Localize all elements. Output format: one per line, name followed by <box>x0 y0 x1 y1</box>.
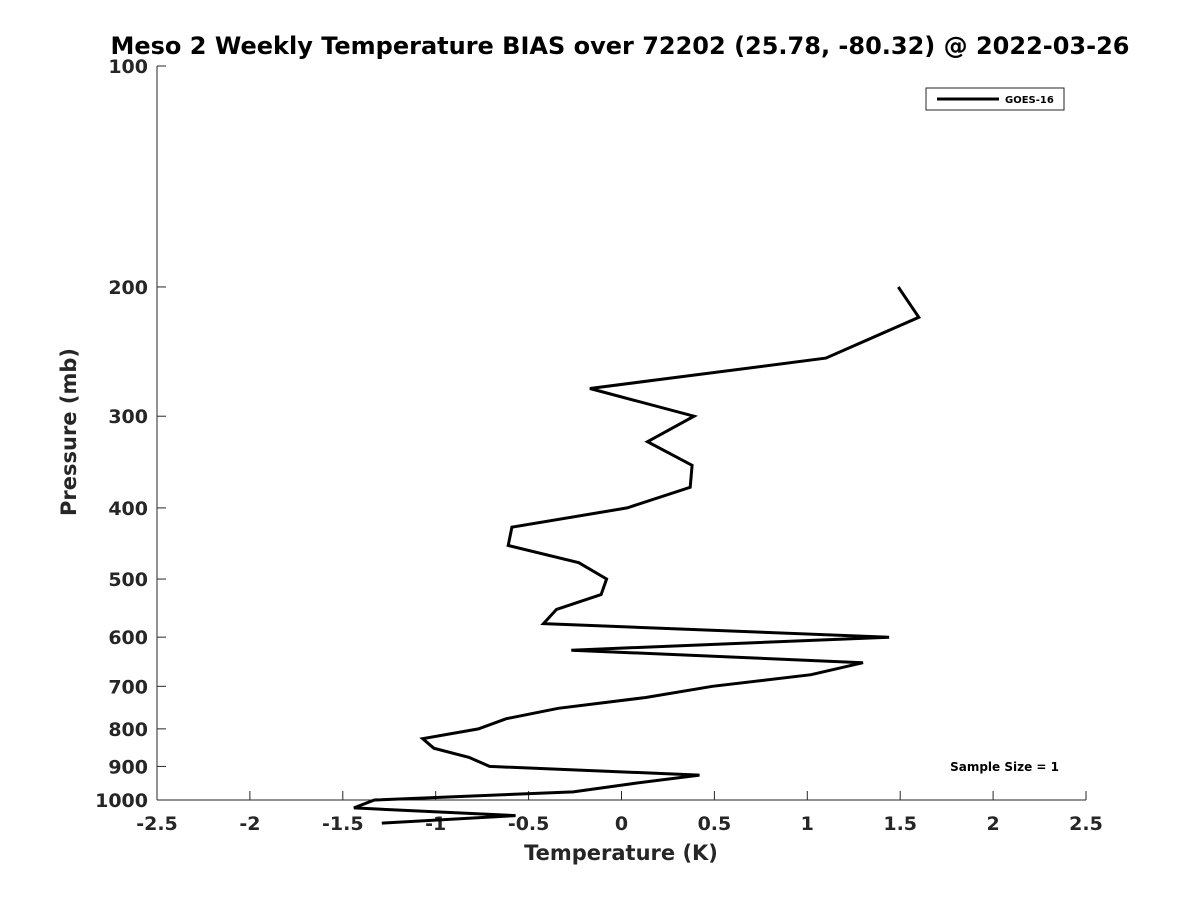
x-tick-label: 0.5 <box>698 813 732 835</box>
y-tick-label: 600 <box>108 627 148 649</box>
x-tick-label: -2 <box>239 813 260 835</box>
y-tick-label: 900 <box>108 756 148 778</box>
y-tick-label: 500 <box>108 569 148 591</box>
x-tick-label: -2.5 <box>136 813 178 835</box>
legend: GOES-16 <box>925 87 1065 111</box>
series-line-goes-16 <box>353 286 922 825</box>
y-tick-label: 400 <box>108 498 148 520</box>
x-tick-label: -1 <box>425 813 446 835</box>
x-tick-label: 2 <box>986 813 999 835</box>
x-tick-label: 2.5 <box>1069 813 1103 835</box>
chart-title: Meso 2 Weekly Temperature BIAS over 7220… <box>110 32 1129 60</box>
sample-size-annotation: Sample Size = 1 <box>950 760 1059 774</box>
y-tick-label: 1000 <box>95 790 148 812</box>
legend-label-goes-16: GOES-16 <box>1005 95 1054 106</box>
y-tick-label: 800 <box>108 719 148 741</box>
x-axis-label: Temperature (K) <box>524 841 718 865</box>
y-tick-label: 300 <box>108 406 148 428</box>
y-tick-label: 100 <box>108 56 148 78</box>
x-tick-label: 1.5 <box>883 813 917 835</box>
x-tick-label: -0.5 <box>508 813 550 835</box>
x-tick-label: 1 <box>801 813 814 835</box>
plot-area: -2.5 -2 -1.5 -1 -0.5 0 0.5 1 1.5 2 2.5 100 200 300 400… <box>95 56 1103 835</box>
y-axis-label: Pressure (mb) <box>57 348 81 516</box>
x-tick-label: -1.5 <box>322 813 364 835</box>
x-tick-label: 0 <box>615 813 628 835</box>
y-tick-label: 200 <box>108 277 148 299</box>
y-tick-label: 700 <box>108 676 148 698</box>
